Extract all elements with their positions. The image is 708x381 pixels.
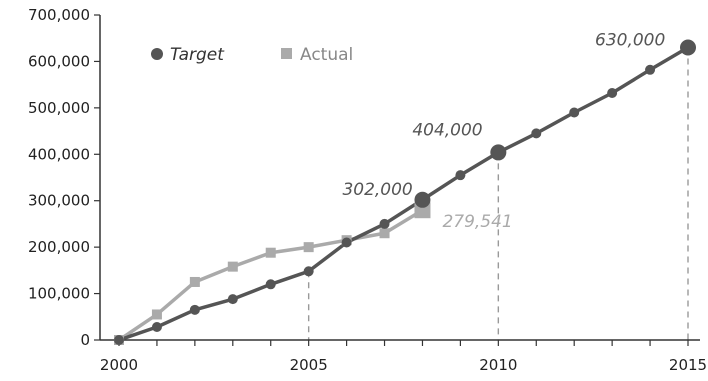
series-markers bbox=[114, 39, 696, 345]
target-point bbox=[341, 237, 352, 248]
actual-point bbox=[227, 261, 238, 272]
actual-point bbox=[379, 228, 390, 239]
annotations: 302,000 404,000 630,000 279,541 bbox=[342, 31, 665, 233]
target-point bbox=[531, 128, 542, 139]
target-point bbox=[265, 279, 276, 290]
target-point bbox=[455, 170, 466, 181]
y-tick-label: 100,000 bbox=[28, 285, 90, 303]
target-point bbox=[114, 335, 124, 345]
x-tick-label: 2000 bbox=[100, 356, 138, 374]
x-tick-label: 2015 bbox=[669, 356, 707, 374]
target-point bbox=[645, 64, 656, 75]
actual-point bbox=[189, 276, 200, 287]
target-point bbox=[490, 144, 507, 161]
target-point bbox=[227, 294, 238, 305]
y-tick-label: 200,000 bbox=[28, 238, 90, 256]
legend-marker-target bbox=[151, 48, 163, 60]
target-point bbox=[189, 304, 200, 315]
y-tick-label: 700,000 bbox=[28, 6, 90, 24]
y-tick-label: 300,000 bbox=[28, 192, 90, 210]
target-point bbox=[151, 322, 162, 332]
target-point bbox=[607, 88, 618, 98]
target-point bbox=[569, 107, 580, 118]
data-label: 302,000 bbox=[342, 180, 412, 200]
actual-point bbox=[303, 242, 314, 253]
y-tick-label: 600,000 bbox=[28, 52, 90, 70]
axes: 0 100,000 200,000 300,000 400,000 500,000 600,… bbox=[28, 6, 707, 374]
target-point bbox=[379, 218, 390, 229]
series-line-actual bbox=[118, 208, 424, 342]
y-tick-label: 0 bbox=[80, 331, 90, 349]
y-tick-label: 500,000 bbox=[28, 99, 90, 117]
x-tick-label: 2005 bbox=[290, 356, 328, 374]
target-point bbox=[414, 191, 431, 208]
series-line-target bbox=[118, 45, 689, 342]
actual-point bbox=[265, 247, 276, 258]
legend: Target Actual bbox=[151, 45, 353, 65]
y-tick-label: 400,000 bbox=[28, 145, 90, 163]
target-point bbox=[303, 266, 314, 277]
data-label: 279,541 bbox=[442, 212, 512, 232]
legend-label-target: Target bbox=[170, 45, 225, 65]
data-label: 630,000 bbox=[595, 31, 665, 51]
data-label: 404,000 bbox=[412, 120, 482, 140]
x-tick-label: 2010 bbox=[479, 356, 517, 374]
legend-label-actual: Actual bbox=[300, 45, 353, 65]
target-point bbox=[680, 39, 696, 56]
legend-marker-actual bbox=[281, 48, 292, 59]
actual-point bbox=[151, 309, 162, 320]
reference-lines bbox=[307, 47, 689, 340]
